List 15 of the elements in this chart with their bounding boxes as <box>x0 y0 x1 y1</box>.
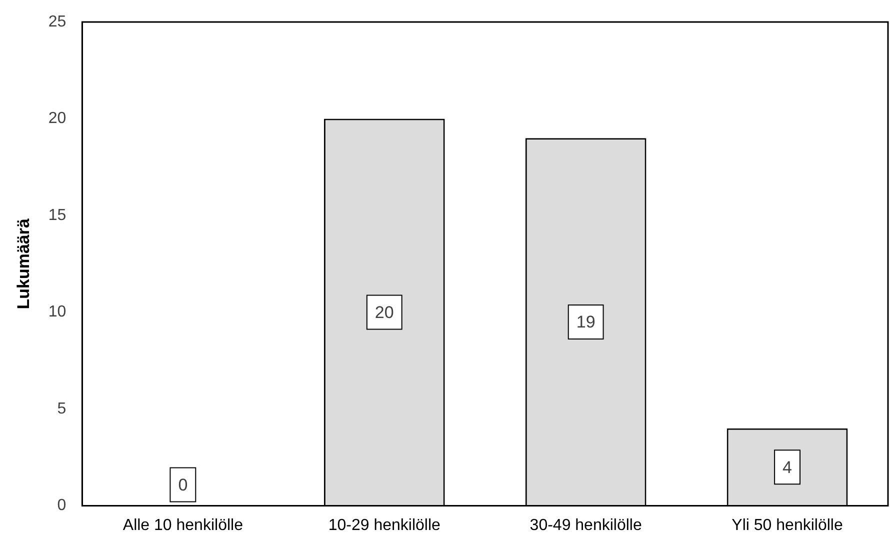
x-tick-label: 10-29 henkilölle <box>328 516 441 534</box>
data-label: 0 <box>178 475 188 494</box>
y-tick-label: 20 <box>48 110 66 128</box>
y-tick-label: 15 <box>48 206 66 224</box>
x-tick-label: Yli 50 henkilölle <box>732 516 843 534</box>
x-tick-label: Alle 10 henkilölle <box>122 516 244 534</box>
y-tick-label: 25 <box>48 13 66 30</box>
data-label: 4 <box>782 458 792 477</box>
y-axis-title: Lukumäärä <box>14 218 33 310</box>
y-tick-label: 5 <box>57 400 66 418</box>
data-label: 19 <box>576 312 596 332</box>
y-tick-label: 0 <box>57 497 66 514</box>
x-tick-label: 30-49 henkilölle <box>530 516 642 534</box>
y-tick-label: 10 <box>48 304 66 321</box>
data-label: 20 <box>374 302 394 322</box>
